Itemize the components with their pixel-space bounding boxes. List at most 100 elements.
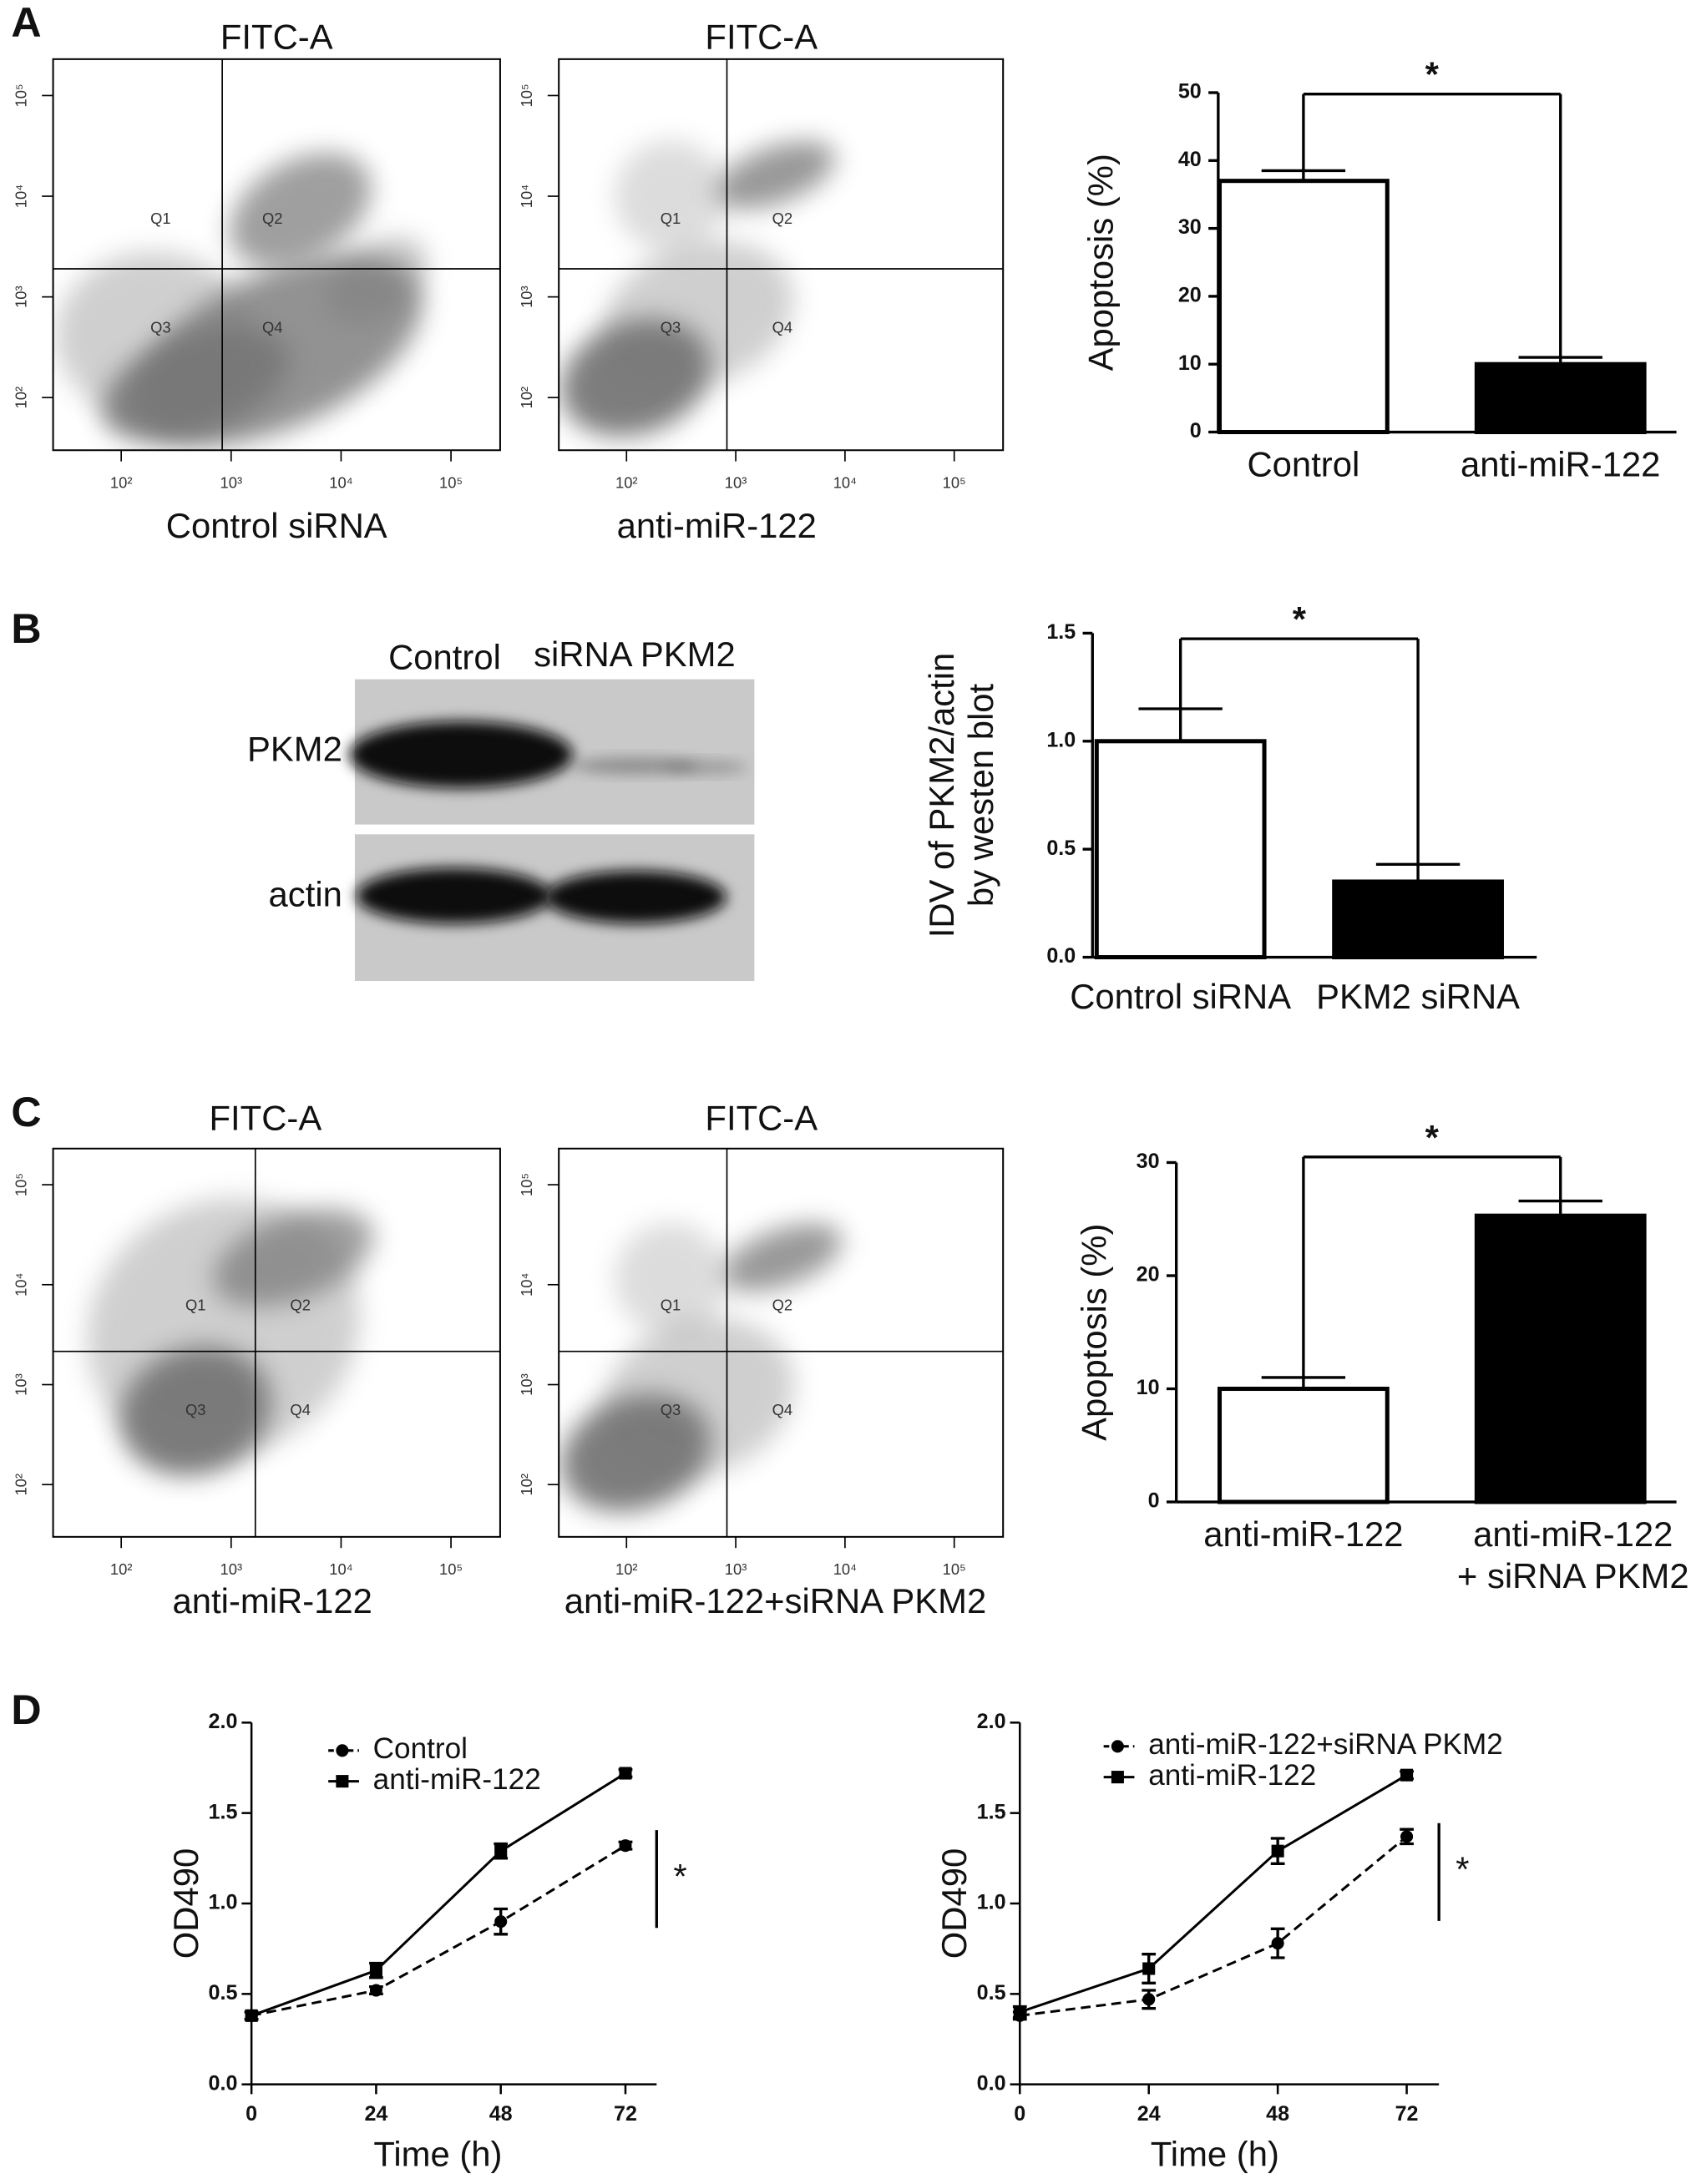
x-tick-label: anti-miR-122 — [1203, 1514, 1403, 1554]
x-tick-label: Control — [1247, 444, 1359, 483]
x-tick-label: 24 — [364, 2102, 387, 2126]
y-tick-label: 1.0 — [1046, 728, 1076, 751]
y-tick-label: 0 — [1190, 419, 1202, 442]
y-tick-label: 10⁴ — [518, 1273, 535, 1297]
panel-label: B — [11, 605, 41, 652]
marker — [619, 1839, 632, 1853]
plot-frame — [558, 58, 1005, 452]
x-tick-label: 72 — [614, 2102, 637, 2126]
quadrant-label: Q4 — [772, 1401, 793, 1418]
quadrant-label: Q3 — [185, 1401, 206, 1418]
blot-band — [663, 760, 748, 775]
x-tick-label: 72 — [1395, 2102, 1419, 2126]
density-cloud — [327, 236, 428, 323]
density-cloud — [615, 139, 726, 252]
y-tick-label: 10⁴ — [518, 185, 535, 208]
density — [55, 153, 428, 445]
y-tick-label: 1.5 — [977, 1800, 1006, 1823]
quadrant-label: Q2 — [772, 210, 793, 227]
x-tick-label: PKM2 siRNA — [1316, 977, 1520, 1016]
marker — [1142, 1962, 1156, 1975]
y-tick-label: 30 — [1137, 1150, 1160, 1173]
marker — [369, 1984, 382, 1997]
quadrant-label: Q3 — [150, 319, 171, 336]
bar — [1218, 179, 1390, 435]
marker — [1400, 1830, 1414, 1843]
density-cloud — [603, 240, 794, 389]
y-axis-label: OD490 — [166, 1848, 205, 1959]
marker — [619, 1767, 632, 1780]
quadrant-label: Q4 — [290, 1401, 311, 1418]
panel-label: A — [11, 0, 41, 46]
y-tick-label: 10³ — [518, 286, 535, 308]
density — [87, 1197, 374, 1476]
density-cloud — [715, 141, 836, 210]
x-tick-label: 0 — [1014, 2102, 1025, 2126]
x-tick-label: 10⁴ — [329, 1560, 352, 1578]
panel-label: C — [11, 1089, 41, 1135]
x-tick-label: 10³ — [220, 473, 242, 491]
quadrant-label: Q1 — [150, 210, 171, 227]
density-cloud — [87, 1197, 360, 1457]
y-tick-label: 10⁴ — [13, 185, 30, 208]
y-tick-label: 30 — [1178, 215, 1202, 239]
x-axis-label: Control siRNA — [166, 506, 387, 545]
panel-label: D — [11, 1686, 41, 1733]
blot-band — [544, 870, 726, 924]
y-tick-label: 10 — [1137, 1376, 1160, 1399]
y-tick-label: 10² — [13, 1474, 30, 1496]
marker — [1271, 1844, 1284, 1858]
marker — [1142, 1993, 1156, 2006]
series-line — [251, 1772, 626, 2017]
density-cloud — [615, 1222, 726, 1335]
y-tick-label: 10⁵ — [13, 83, 30, 107]
lane-label: siRNA PKM2 — [534, 634, 736, 674]
western-blot: Control siRNA PKM2 PKM2 actin — [247, 634, 755, 981]
x-tick-label: 10² — [615, 473, 638, 491]
density-cloud — [229, 153, 372, 267]
y-tick-label: 0.5 — [977, 1981, 1006, 2005]
significance-label: * — [1425, 1118, 1440, 1157]
quadrant-label: Q2 — [290, 1297, 311, 1314]
density-cloud — [603, 1317, 794, 1477]
marker — [1013, 2005, 1026, 2019]
y-axis-label: Apoptosis (%) — [1081, 154, 1121, 371]
quadrant-label: Q1 — [661, 1297, 681, 1314]
plot-frame — [52, 1147, 501, 1538]
y-tick-label: 10⁵ — [13, 1173, 30, 1196]
quadrant-label: Q3 — [661, 1401, 681, 1418]
x-tick-label: 10⁴ — [833, 1560, 857, 1578]
x-tick-label: 10⁴ — [329, 473, 352, 491]
series-line — [251, 1844, 626, 2017]
y-tick-label: 1.5 — [209, 1800, 238, 1823]
x-axis-label: Time (h) — [1151, 2135, 1279, 2174]
marker — [494, 1915, 508, 1929]
series-line — [1020, 1835, 1408, 2017]
plot-frame — [558, 1147, 1005, 1538]
legend-marker — [1111, 1740, 1124, 1753]
x-tick-label: 10⁵ — [439, 473, 463, 491]
x-tick-label: Control siRNA — [1070, 977, 1291, 1016]
density-cloud — [722, 1223, 843, 1292]
x-tick-label: 10² — [110, 1560, 133, 1578]
marker — [1400, 1768, 1414, 1782]
quadrant-label: Q1 — [661, 210, 681, 227]
y-tick-label: 0.5 — [1046, 837, 1076, 860]
plot-title: FITC-A — [210, 1098, 322, 1137]
x-tick-label: anti-miR-122 — [1473, 1514, 1673, 1554]
lane-label: Control — [388, 637, 501, 676]
bar — [1218, 1386, 1390, 1504]
x-tick-label: 48 — [1266, 2102, 1289, 2126]
marker — [245, 2009, 258, 2022]
x-tick-label: 10⁴ — [833, 473, 857, 491]
marker — [369, 1964, 382, 1977]
y-tick-label: 0.0 — [1046, 944, 1076, 968]
y-tick-label: 10³ — [13, 286, 30, 308]
density — [560, 1222, 843, 1512]
series-line — [1019, 1773, 1408, 2014]
x-axis-label: anti-miR-122+siRNA PKM2 — [564, 1581, 986, 1620]
bar — [1332, 879, 1504, 960]
bar — [1094, 739, 1267, 960]
y-tick-label: 0 — [1148, 1489, 1160, 1513]
